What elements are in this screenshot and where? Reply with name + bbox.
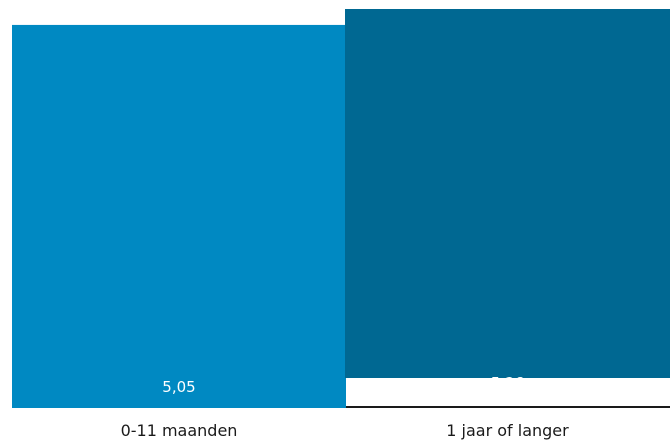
bar-2	[345, 9, 670, 378]
category-label-2: 1 jaar of langer	[446, 421, 569, 440]
bars-group	[12, 9, 670, 408]
category-labels-group: 0-11 maanden 1 jaar of langer	[121, 421, 570, 440]
value-labels-group: 5,05 5,26	[162, 374, 524, 396]
bar-value-label-1: 5,05	[162, 378, 195, 396]
bar-1	[12, 24, 346, 408]
bar-value-label-2: 5,26	[491, 374, 524, 392]
category-label-1: 0-11 maanden	[121, 421, 238, 440]
